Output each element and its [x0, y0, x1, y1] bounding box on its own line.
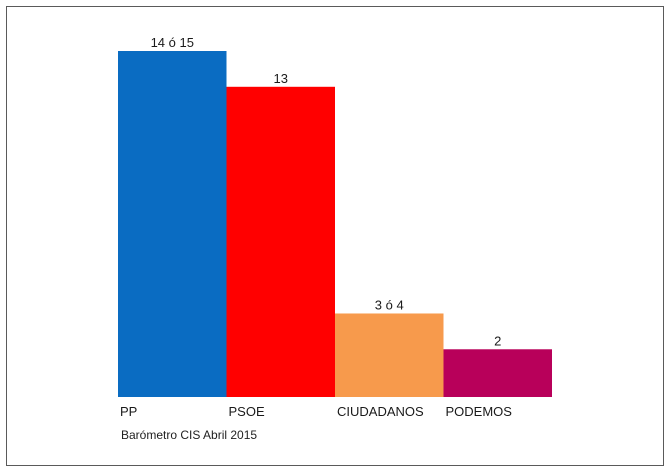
- bar-psoe: [226, 86, 335, 398]
- bar-pp: [118, 51, 227, 397]
- data-label-podemos: 2: [494, 333, 501, 348]
- category-label-ciudadanos: CIUDADANOS: [337, 404, 424, 419]
- category-label-psoe: PSOE: [229, 404, 265, 419]
- data-label-ciudadanos: 3 ó 4: [375, 297, 404, 312]
- category-label-pp: PP: [120, 404, 137, 419]
- bar-ciudadanos: [335, 313, 444, 397]
- bar-podemos: [443, 349, 552, 397]
- data-label-psoe: 13: [274, 71, 288, 86]
- category-label-podemos: PODEMOS: [446, 404, 513, 419]
- data-label-pp: 14 ó 15: [151, 35, 194, 50]
- source-note: Barómetro CIS Abril 2015: [121, 428, 258, 442]
